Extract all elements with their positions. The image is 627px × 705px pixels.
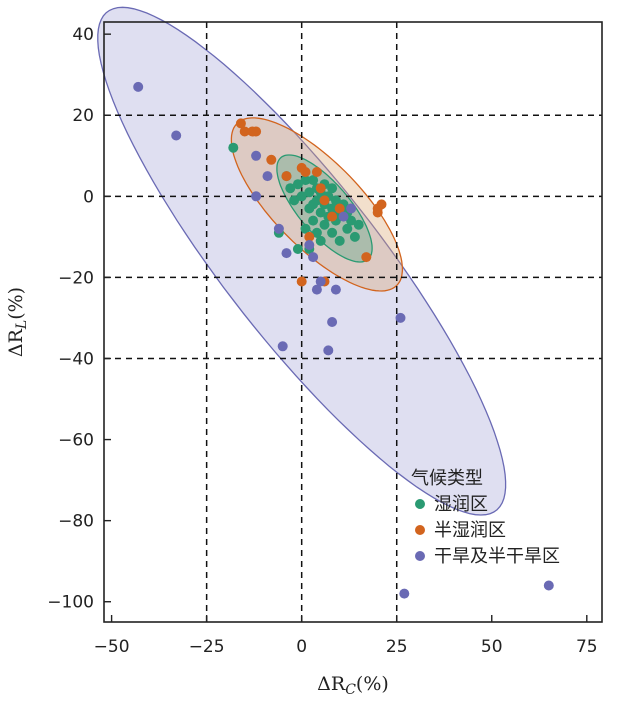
data-point [281,171,292,182]
data-point [395,312,406,323]
data-point [327,227,338,238]
x-tick-label: 0 [296,637,307,657]
data-point [308,215,319,226]
axis-ticks: −50 −25 0 25 50 75 40 20 0 −20 −40 −60 −80 −100 [47,25,597,657]
data-point [277,341,288,352]
data-points [133,81,554,599]
data-point [346,203,357,214]
data-point [296,276,307,287]
data-point [315,276,326,287]
data-point [228,142,239,153]
data-point [266,154,277,165]
data-point [251,126,262,137]
ellipse-干旱及半干旱区 [97,6,507,516]
legend-label: 干旱及半干旱区 [434,546,560,567]
legend-marker [415,525,425,535]
data-point [308,175,319,186]
y-tick-label: −60 [58,431,94,451]
legend-label: 湿润区 [434,494,488,515]
data-point [273,223,284,234]
legend-title: 气候类型 [411,468,483,489]
data-point [361,252,372,263]
y-axis-title: ΔRL(%) [5,287,30,357]
data-point [349,231,360,242]
x-tick-label: 25 [386,637,408,657]
data-point [334,203,345,214]
x-tick-label: −25 [189,637,225,657]
legend-label: 半湿润区 [434,520,506,541]
y-tick-label: 20 [72,106,94,126]
data-point [300,223,311,234]
data-point [292,244,303,254]
reference-lines [104,22,602,622]
x-tick-label: −50 [94,637,130,657]
data-point [543,580,554,591]
data-point [327,203,338,214]
legend-marker [415,551,425,561]
data-point [319,195,330,206]
y-tick-label: −40 [58,349,94,369]
data-point [304,231,315,242]
y-tick-label: 40 [72,25,94,45]
data-point [319,219,330,230]
y-tick-label: −100 [47,593,94,613]
legend-marker [415,499,425,509]
x-axis-title: ΔRC(%) [317,673,389,698]
data-point [323,345,334,356]
data-point [300,167,311,177]
data-point [315,235,326,246]
data-point [315,183,326,194]
data-point [311,284,322,295]
plot-frame [103,21,603,623]
x-tick-label: 50 [481,637,503,657]
data-point [338,211,349,222]
data-point [376,199,387,210]
data-point [311,227,322,238]
data-point [311,167,322,177]
data-point [304,187,315,198]
data-point [251,191,262,202]
data-point [327,183,338,194]
data-point [308,199,319,210]
data-point [304,240,315,250]
data-point [289,195,300,206]
data-point [285,183,296,194]
x-tick-label: 75 [576,637,598,657]
y-tick-label: 0 [83,187,94,207]
data-point [330,284,341,295]
data-point [235,118,246,129]
data-point [133,81,144,92]
data-point [300,175,311,186]
data-point [315,207,326,218]
data-point [342,223,353,234]
data-point [171,130,182,141]
data-point [399,588,410,599]
data-point [292,179,303,190]
data-point [251,150,262,161]
y-tick-label: −20 [58,268,94,288]
data-point [296,191,307,202]
data-point [346,215,357,226]
data-point [239,126,250,137]
data-point [308,252,319,263]
data-point [330,195,341,206]
data-point [334,235,345,246]
y-tick-label: −80 [58,512,94,532]
confidence-ellipses [97,6,507,516]
data-point [353,219,364,230]
data-point [327,211,338,222]
data-point [262,171,273,182]
data-point [327,317,338,327]
data-point [281,248,292,259]
